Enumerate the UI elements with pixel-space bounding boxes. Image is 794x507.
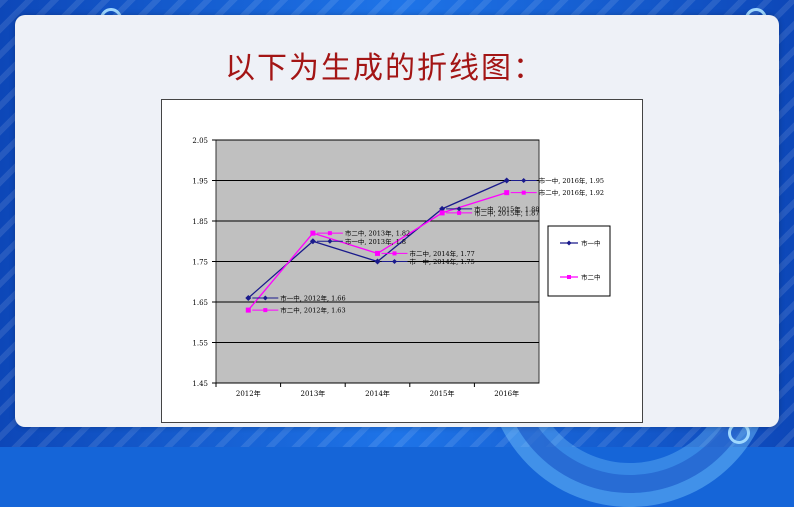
data-label: 市一中, 2013年, 1.8 (345, 237, 406, 246)
y-tick-label: 1.55 (192, 340, 208, 348)
data-label: 市二中, 2016年, 1.92 (539, 188, 604, 197)
data-label: 市一中, 2012年, 1.66 (280, 293, 345, 302)
label-marker (327, 238, 333, 244)
y-tick-label: 1.95 (192, 178, 208, 186)
label-marker (392, 251, 397, 256)
data-label: 市一中, 2015年, 1.88 (474, 204, 539, 213)
x-tick-label: 2012年 (236, 389, 261, 398)
data-labels: 市一中, 2012年, 1.66 市一中, 2013年, 1.8 市一中, 2014… (252, 176, 604, 315)
line-chart: 2.051.951.851.751.651.551.45 2012年 2013年 2… (192, 137, 611, 398)
label-marker (327, 231, 332, 236)
data-point (504, 190, 510, 196)
data-label: 市二中, 2015年, 1.87 (474, 208, 539, 217)
label-marker (521, 190, 526, 195)
data-point (245, 307, 251, 313)
data-label: 市二中, 2012年, 1.63 (280, 306, 345, 315)
x-tick-label: 2013年 (300, 389, 325, 398)
legend-label: 市二中 (581, 273, 601, 282)
y-tick-label: 1.85 (192, 218, 208, 226)
legend-marker (567, 275, 571, 279)
y-tick-label: 1.65 (192, 299, 208, 307)
legend-label: 市一中 (581, 239, 601, 248)
series-lines (245, 177, 510, 313)
label-marker (457, 210, 462, 215)
legend-box (547, 225, 611, 297)
x-axis: 2012年 2013年 2014年 2015年 2016年 (215, 383, 519, 398)
slide-title: 以下为生成的折线图： (225, 51, 545, 86)
data-label: 市一中, 2014年, 1.75 (410, 257, 475, 266)
data-point (374, 258, 381, 265)
y-axis: 2.05 1.95 1.85 1.75 1.65 1.55 1.45 (192, 137, 216, 388)
label-marker (521, 178, 527, 183)
x-tick-label: 2015年 (430, 389, 455, 398)
data-label: 市二中, 2013年, 1.82 (345, 229, 410, 238)
data-label: 市一中, 2016年, 1.95 (539, 176, 604, 185)
label-marker (262, 295, 268, 301)
data-point (245, 294, 252, 301)
y-tick-label: 1.75 (192, 259, 208, 267)
data-point (439, 205, 446, 212)
chart-frame: 2.05 1.95 1.85 1.75 1.65 1.55 1.45 2012年 2013年 2… (161, 99, 643, 423)
data-point (503, 177, 510, 184)
label-marker (263, 308, 268, 313)
data-point (439, 210, 445, 216)
legend-marker (566, 240, 572, 246)
slide-card: 以下为生成的折线图： 2.05 1.95 1.85 1.75 1.65 1.55 1.45 … (15, 15, 779, 427)
y-tick-label: 2.05 (192, 137, 208, 145)
data-label: 市二中, 2014年, 1.77 (410, 249, 475, 258)
x-tick-label: 2016年 (494, 389, 519, 398)
y-tick-label: 1.45 (192, 380, 208, 388)
data-point (310, 230, 316, 236)
data-point (375, 250, 380, 256)
label-marker (456, 206, 462, 212)
data-point (309, 238, 316, 245)
label-marker (392, 259, 397, 264)
x-tick-label: 2014年 (365, 389, 390, 398)
